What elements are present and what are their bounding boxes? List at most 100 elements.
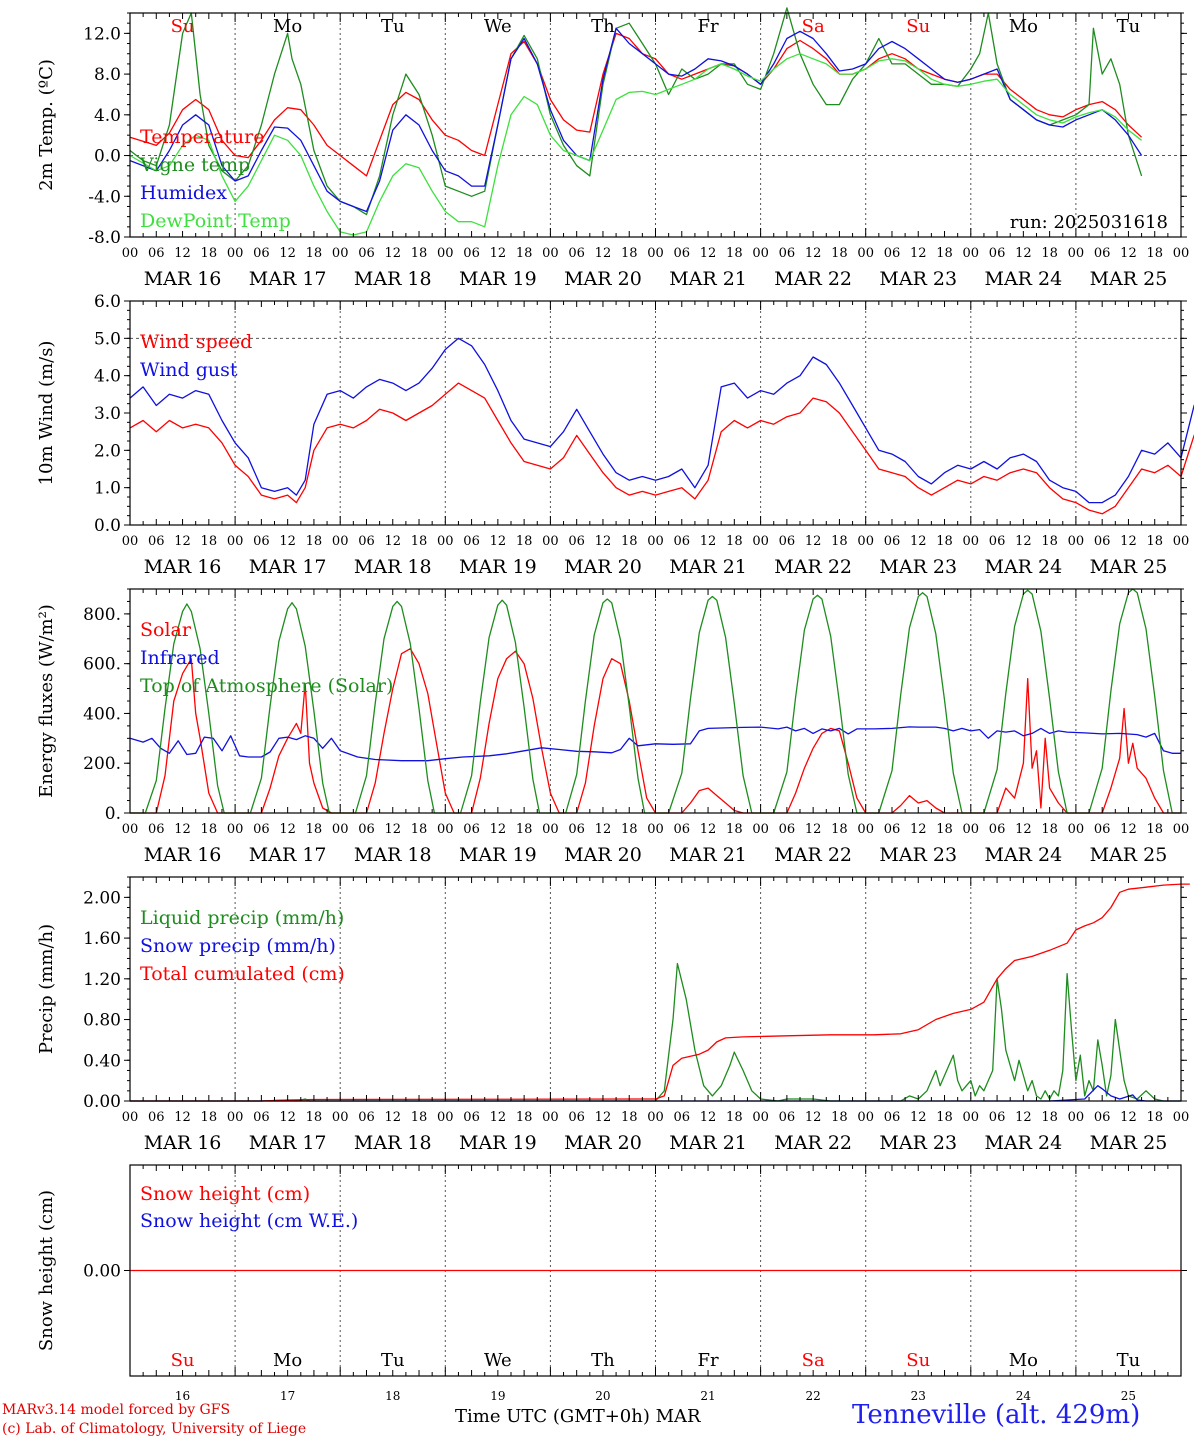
x-hour-label: 12 [1120, 246, 1137, 261]
chart-panel-4: 0.00 0.40 0.80 1.20 1.60 2.00 Precip (mm/h) Liq… [36, 876, 1190, 1154]
x-axis-title-text: Time UTC (GMT+0h) [455, 1406, 650, 1427]
x-hour-label: 06 [1094, 822, 1111, 837]
y-tick-label: 4.0 [94, 367, 121, 387]
x-date-label: MAR 21 [669, 268, 747, 290]
x-hour-label: 00 [122, 246, 139, 261]
y-axis-label: 2m Temp. (ºC) [36, 59, 57, 191]
y-tick-label: -4.0 [88, 187, 121, 207]
x-hour-label: 12 [490, 534, 507, 549]
legend-entry: Vigne temp [139, 154, 250, 176]
station-name: Tenneville (alt. 429m) [852, 1400, 1141, 1430]
x-hour-label: 12 [1015, 822, 1032, 837]
x-hour-label: 18 [936, 534, 953, 549]
series-line-infrared [129, 726, 1181, 762]
x-date-label: MAR 21 [669, 556, 747, 578]
x-hour-label: 06 [358, 534, 375, 549]
x-hour-label: 06 [884, 246, 901, 261]
x-hour-label: 06 [463, 822, 480, 837]
x-hour-label: 06 [779, 534, 796, 549]
x-axis-month: MAR [655, 1406, 701, 1427]
legend-entry: Snow height (cm W.E.) [140, 1210, 358, 1232]
series-line-wind-gust [129, 337, 1194, 504]
day-number: 22 [806, 1389, 821, 1403]
x-hour-label: 00 [332, 1110, 349, 1125]
x-hour-label: 06 [148, 534, 165, 549]
x-hour-label: 18 [516, 1110, 533, 1125]
x-hour-label: 12 [910, 1110, 927, 1125]
x-hour-label: 18 [201, 534, 218, 549]
series-line-total-cumulated-cm- [130, 883, 1190, 1102]
x-hour-label: 00 [857, 1110, 874, 1125]
x-hour-label: 12 [700, 822, 717, 837]
y-tick-label: 0. [105, 804, 121, 824]
x-hour-label: 18 [726, 534, 743, 549]
day-name-top: Th [591, 16, 615, 37]
x-hour-label: 12 [700, 534, 717, 549]
x-date-label: MAR 21 [669, 844, 747, 866]
x-hour-label: 12 [595, 246, 612, 261]
x-date-label: MAR 23 [879, 268, 957, 290]
y-tick-label: 0.80 [83, 1011, 121, 1031]
y-tick-label: 400. [83, 704, 121, 724]
x-hour-label: 18 [306, 534, 323, 549]
x-hour-label: 12 [1120, 534, 1137, 549]
x-date-label: MAR 25 [1090, 556, 1168, 578]
day-name-top: Su [171, 16, 195, 37]
x-hour-label: 00 [963, 822, 980, 837]
y-tick-label: 12.0 [83, 24, 121, 44]
x-hour-label: 18 [1146, 1110, 1163, 1125]
y-tick-label: 0.00 [83, 1092, 121, 1112]
x-date-label: MAR 22 [774, 268, 852, 290]
x-date-label: MAR 18 [354, 268, 432, 290]
x-hour-label: 06 [358, 246, 375, 261]
x-hour-label: 12 [174, 534, 191, 549]
x-date-label: MAR 17 [249, 268, 327, 290]
x-hour-label: 12 [1120, 822, 1137, 837]
x-hour-label: 18 [1041, 534, 1058, 549]
y-tick-label: 0.0 [94, 516, 121, 536]
x-hour-label: 12 [595, 534, 612, 549]
x-hour-label: 00 [963, 1110, 980, 1125]
x-hour-label: 06 [989, 246, 1006, 261]
day-number: 16 [175, 1389, 190, 1403]
x-hour-label: 18 [831, 534, 848, 549]
series-line-temperature [129, 32, 1143, 177]
x-hour-label: 18 [201, 822, 218, 837]
x-hour-label: 12 [805, 246, 822, 261]
x-hour-label: 06 [253, 534, 270, 549]
day-name-bottom: Th [591, 1350, 615, 1371]
x-hour-label: 06 [253, 1110, 270, 1125]
legend-entry: Wind gust [140, 359, 238, 381]
x-date-label: MAR 21 [669, 1132, 747, 1154]
x-hour-label: 06 [779, 822, 796, 837]
x-hour-label: 18 [411, 246, 428, 261]
x-hour-label: 06 [148, 246, 165, 261]
day-number: 23 [911, 1389, 926, 1403]
day-number: 18 [385, 1389, 400, 1403]
x-hour-label: 00 [647, 822, 664, 837]
x-hour-label: 12 [1015, 246, 1032, 261]
x-hour-label: 00 [542, 1110, 559, 1125]
y-tick-label: 1.20 [83, 970, 121, 990]
x-hour-label: 18 [936, 822, 953, 837]
x-hour-label: 12 [805, 1110, 822, 1125]
legend-entry: Snow precip (mm/h) [140, 935, 336, 957]
x-date-label: MAR 19 [459, 844, 537, 866]
x-hour-label: 00 [752, 822, 769, 837]
day-name-top: Sa [802, 16, 825, 37]
x-hour-label: 18 [411, 534, 428, 549]
x-date-label: MAR 17 [249, 1132, 327, 1154]
x-hour-label: 18 [936, 246, 953, 261]
x-hour-label: 06 [1094, 246, 1111, 261]
x-hour-label: 00 [1173, 1110, 1190, 1125]
x-hour-label: 00 [647, 1110, 664, 1125]
x-hour-label: 18 [726, 822, 743, 837]
run-label: run: 2025031618 [1010, 212, 1168, 233]
day-name-top: Tu [1117, 16, 1141, 37]
x-hour-label: 18 [1041, 246, 1058, 261]
y-tick-label: 0.00 [83, 1262, 121, 1282]
x-date-label: MAR 22 [774, 1132, 852, 1154]
y-tick-label: 0.0 [94, 147, 121, 167]
x-hour-label: 18 [936, 1110, 953, 1125]
